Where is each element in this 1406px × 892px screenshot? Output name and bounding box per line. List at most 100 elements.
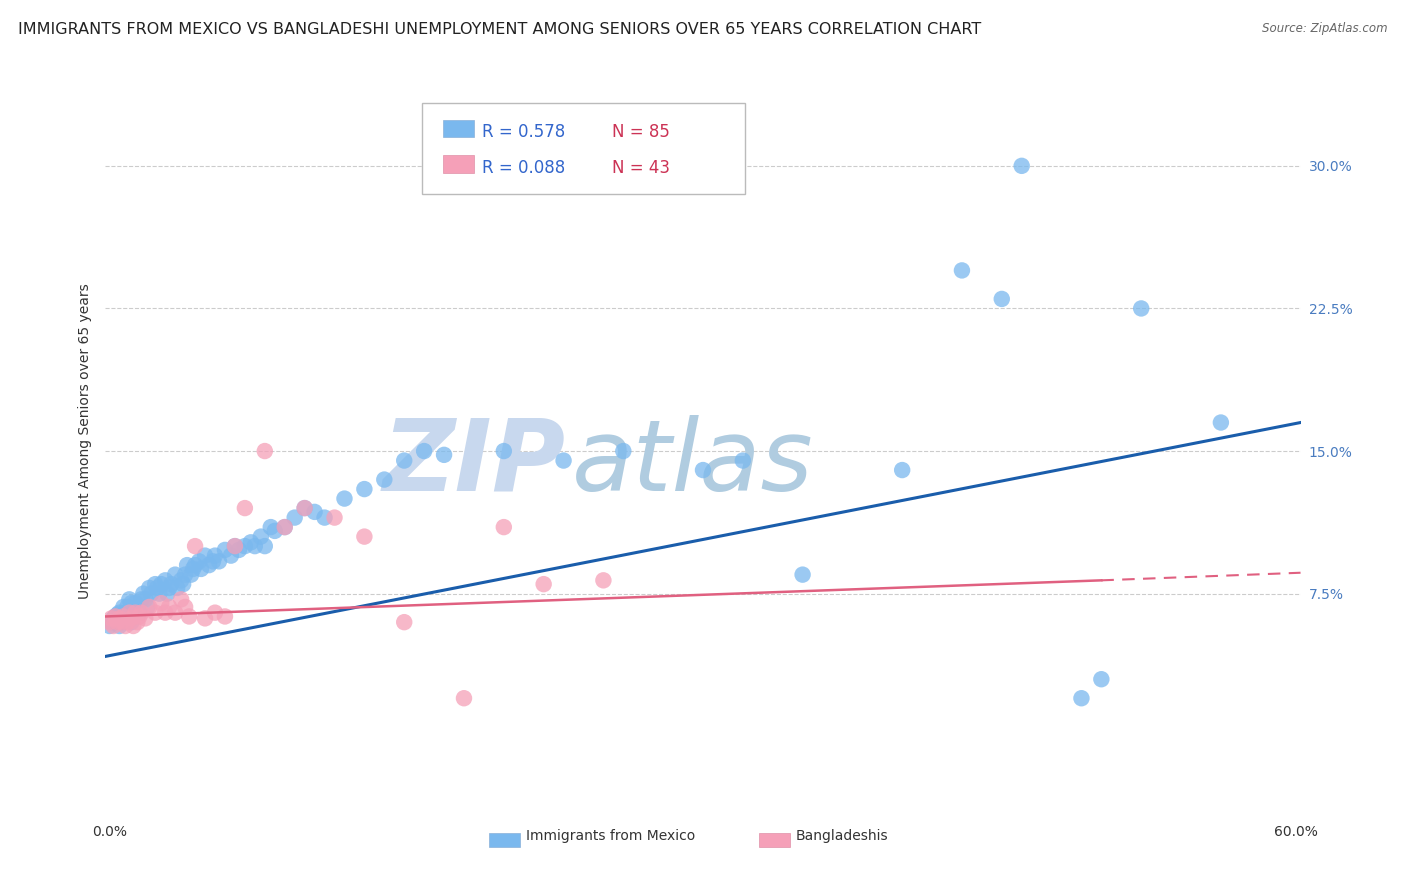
Point: [202, 554, 225, 568]
Point: [224, 539, 246, 553]
Point: [891, 463, 914, 477]
Point: [492, 444, 515, 458]
Point: [118, 606, 141, 620]
Point: [122, 606, 145, 620]
Point: [373, 473, 395, 487]
Point: [174, 599, 197, 614]
Point: [124, 596, 146, 610]
Point: [108, 619, 131, 633]
Point: [353, 482, 375, 496]
Point: [731, 453, 754, 467]
Point: [433, 448, 456, 462]
Point: [294, 501, 316, 516]
Point: [107, 607, 129, 622]
Point: [612, 444, 634, 458]
Point: [990, 292, 1012, 306]
Point: [353, 530, 375, 544]
Point: [138, 581, 160, 595]
Point: [103, 619, 125, 633]
Point: [160, 577, 183, 591]
Point: [104, 609, 127, 624]
Point: [108, 611, 131, 625]
Point: [134, 611, 156, 625]
Point: [157, 581, 180, 595]
Point: [453, 691, 475, 706]
Point: [792, 567, 814, 582]
Point: [172, 577, 194, 591]
Point: [165, 606, 187, 620]
Point: [153, 606, 177, 620]
Point: [170, 574, 193, 588]
Point: [143, 577, 166, 591]
Point: [323, 510, 346, 524]
Point: [553, 453, 575, 467]
Point: [314, 510, 336, 524]
Point: [120, 611, 142, 625]
Point: [128, 609, 150, 624]
Point: [1090, 672, 1112, 686]
Point: [263, 524, 285, 538]
Point: [413, 444, 436, 458]
Point: [188, 554, 211, 568]
Point: [124, 606, 146, 620]
Point: [127, 599, 149, 614]
Point: [153, 574, 177, 588]
Text: Immigrants from Mexico: Immigrants from Mexico: [526, 829, 695, 843]
Point: [190, 562, 212, 576]
Point: [304, 505, 326, 519]
Point: [533, 577, 555, 591]
Point: [117, 599, 139, 614]
Point: [118, 592, 141, 607]
Point: [214, 609, 236, 624]
Point: [208, 554, 231, 568]
Point: [253, 444, 276, 458]
Point: [294, 501, 316, 516]
Point: [204, 549, 226, 563]
Point: [273, 520, 295, 534]
Point: [114, 619, 136, 633]
Text: 60.0%: 60.0%: [1274, 825, 1319, 838]
Point: [143, 606, 166, 620]
Point: [1011, 159, 1033, 173]
Point: [150, 596, 173, 610]
Point: [233, 539, 256, 553]
Y-axis label: Unemployment Among Seniors over 65 years: Unemployment Among Seniors over 65 years: [79, 284, 93, 599]
Point: [127, 615, 149, 630]
Point: [284, 510, 307, 524]
Point: [114, 611, 136, 625]
Point: [129, 592, 153, 607]
Point: [1209, 416, 1232, 430]
Point: [104, 609, 127, 624]
Point: [184, 539, 207, 553]
Point: [156, 587, 179, 601]
Point: [170, 592, 193, 607]
Point: [260, 520, 283, 534]
Text: atlas: atlas: [571, 415, 813, 512]
Point: [692, 463, 714, 477]
Point: [219, 549, 242, 563]
Point: [103, 611, 125, 625]
Text: Source: ZipAtlas.com: Source: ZipAtlas.com: [1263, 22, 1388, 36]
Point: [194, 549, 217, 563]
Text: N = 43: N = 43: [612, 159, 669, 177]
Point: [333, 491, 356, 506]
Point: [120, 596, 142, 610]
Point: [233, 501, 256, 516]
Point: [177, 609, 201, 624]
Point: [950, 263, 973, 277]
Point: [228, 542, 250, 557]
Point: [273, 520, 295, 534]
Text: R = 0.578: R = 0.578: [482, 123, 565, 141]
Point: [146, 581, 169, 595]
Point: [492, 520, 515, 534]
Point: [214, 542, 236, 557]
Point: [392, 615, 416, 630]
Point: [141, 587, 163, 601]
Text: 0.0%: 0.0%: [93, 825, 127, 838]
Point: [108, 606, 131, 620]
Text: N = 85: N = 85: [612, 123, 669, 141]
Point: [204, 606, 226, 620]
Point: [100, 615, 122, 630]
Point: [1130, 301, 1153, 316]
Point: [180, 567, 202, 582]
